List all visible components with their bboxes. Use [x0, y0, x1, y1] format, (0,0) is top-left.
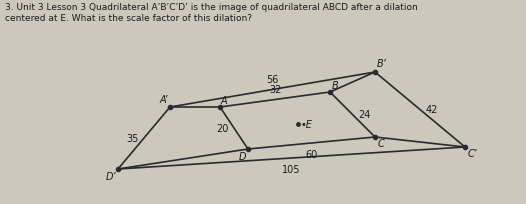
Text: 42: 42 [426, 105, 438, 115]
Text: centered at E. What is the scale factor of this dilation?: centered at E. What is the scale factor … [5, 14, 252, 23]
Text: D’: D’ [105, 171, 116, 181]
Text: 56: 56 [266, 75, 279, 85]
Text: C’: C’ [468, 148, 478, 158]
Text: 3. Unit 3 Lesson 3 Quadrilateral A’B’C’D’ is the image of quadrilateral ABCD aft: 3. Unit 3 Lesson 3 Quadrilateral A’B’C’D… [5, 3, 418, 12]
Text: 105: 105 [282, 164, 301, 174]
Text: 35: 35 [127, 133, 139, 143]
Text: •E: •E [301, 119, 313, 129]
Text: A: A [221, 95, 228, 105]
Text: 32: 32 [269, 85, 281, 95]
Text: C: C [378, 138, 385, 148]
Text: 60: 60 [306, 149, 318, 159]
Text: B’: B’ [377, 59, 387, 69]
Text: 24: 24 [359, 110, 371, 120]
Text: B: B [332, 81, 339, 91]
Text: A’: A’ [159, 94, 168, 104]
Text: D: D [238, 151, 246, 161]
Text: 20: 20 [217, 123, 229, 133]
